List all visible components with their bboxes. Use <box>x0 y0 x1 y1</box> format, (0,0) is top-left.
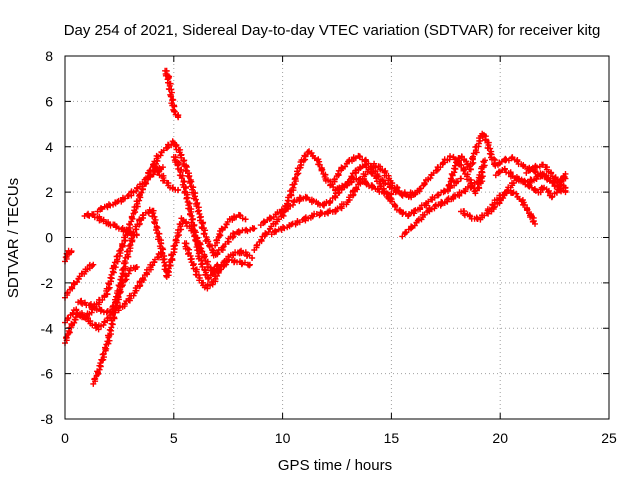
series-track-18 <box>399 157 488 240</box>
data-markers <box>162 67 182 121</box>
data-markers <box>181 240 253 292</box>
x-axis-label: GPS time / hours <box>278 457 392 474</box>
data-series <box>62 67 569 387</box>
y-tick-label: 4 <box>45 139 53 155</box>
grid <box>65 56 609 419</box>
x-tick-label: 25 <box>601 430 617 446</box>
data-markers <box>81 210 140 239</box>
data-markers <box>523 161 569 184</box>
x-tick-label: 10 <box>275 430 291 446</box>
data-markers <box>268 160 421 238</box>
y-axis-label: SDTVAR / TECUs <box>5 178 22 298</box>
y-tick-label: 6 <box>45 93 53 109</box>
y-tick-label: -4 <box>41 320 54 336</box>
x-tick-label: 20 <box>492 430 508 446</box>
data-markers <box>151 160 182 194</box>
axis-ticks <box>64 55 610 420</box>
series-track-16 <box>268 160 421 238</box>
series-track-6 <box>90 263 140 387</box>
data-markers <box>399 157 488 240</box>
y-tick-label: -2 <box>41 275 54 291</box>
x-tick-label: 5 <box>170 430 178 446</box>
data-markers <box>212 211 249 249</box>
series-track-12 <box>181 240 253 292</box>
data-markers <box>458 188 539 227</box>
y-tick-label: 8 <box>45 48 53 64</box>
tick-labels: 0 5 10 15 20 25 -8 -6 -4 -2 0 2 4 6 8 <box>41 48 617 446</box>
data-markers <box>170 154 221 282</box>
series-track-11 <box>170 154 221 282</box>
series-track-10 <box>162 67 182 121</box>
series-track-3 <box>62 247 75 265</box>
series-track-7 <box>81 210 140 239</box>
chart-title: Day 254 of 2021, Sidereal Day-to-day VTE… <box>64 22 601 39</box>
series-track-9 <box>151 160 182 194</box>
y-tick-label: 2 <box>45 184 53 200</box>
series-track-4 <box>62 261 97 301</box>
y-tick-label: -6 <box>41 366 54 382</box>
data-markers <box>62 247 75 265</box>
data-markers <box>445 130 569 195</box>
series-track-23 <box>523 161 569 184</box>
data-markers <box>90 263 140 387</box>
data-markers <box>62 261 97 301</box>
y-tick-label: -8 <box>41 411 54 427</box>
x-tick-label: 0 <box>61 430 69 446</box>
y-tick-label: 0 <box>45 230 53 246</box>
series-track-13 <box>212 211 249 249</box>
x-tick-label: 15 <box>384 430 400 446</box>
series-track-19 <box>445 130 569 195</box>
series-track-20 <box>458 188 539 227</box>
